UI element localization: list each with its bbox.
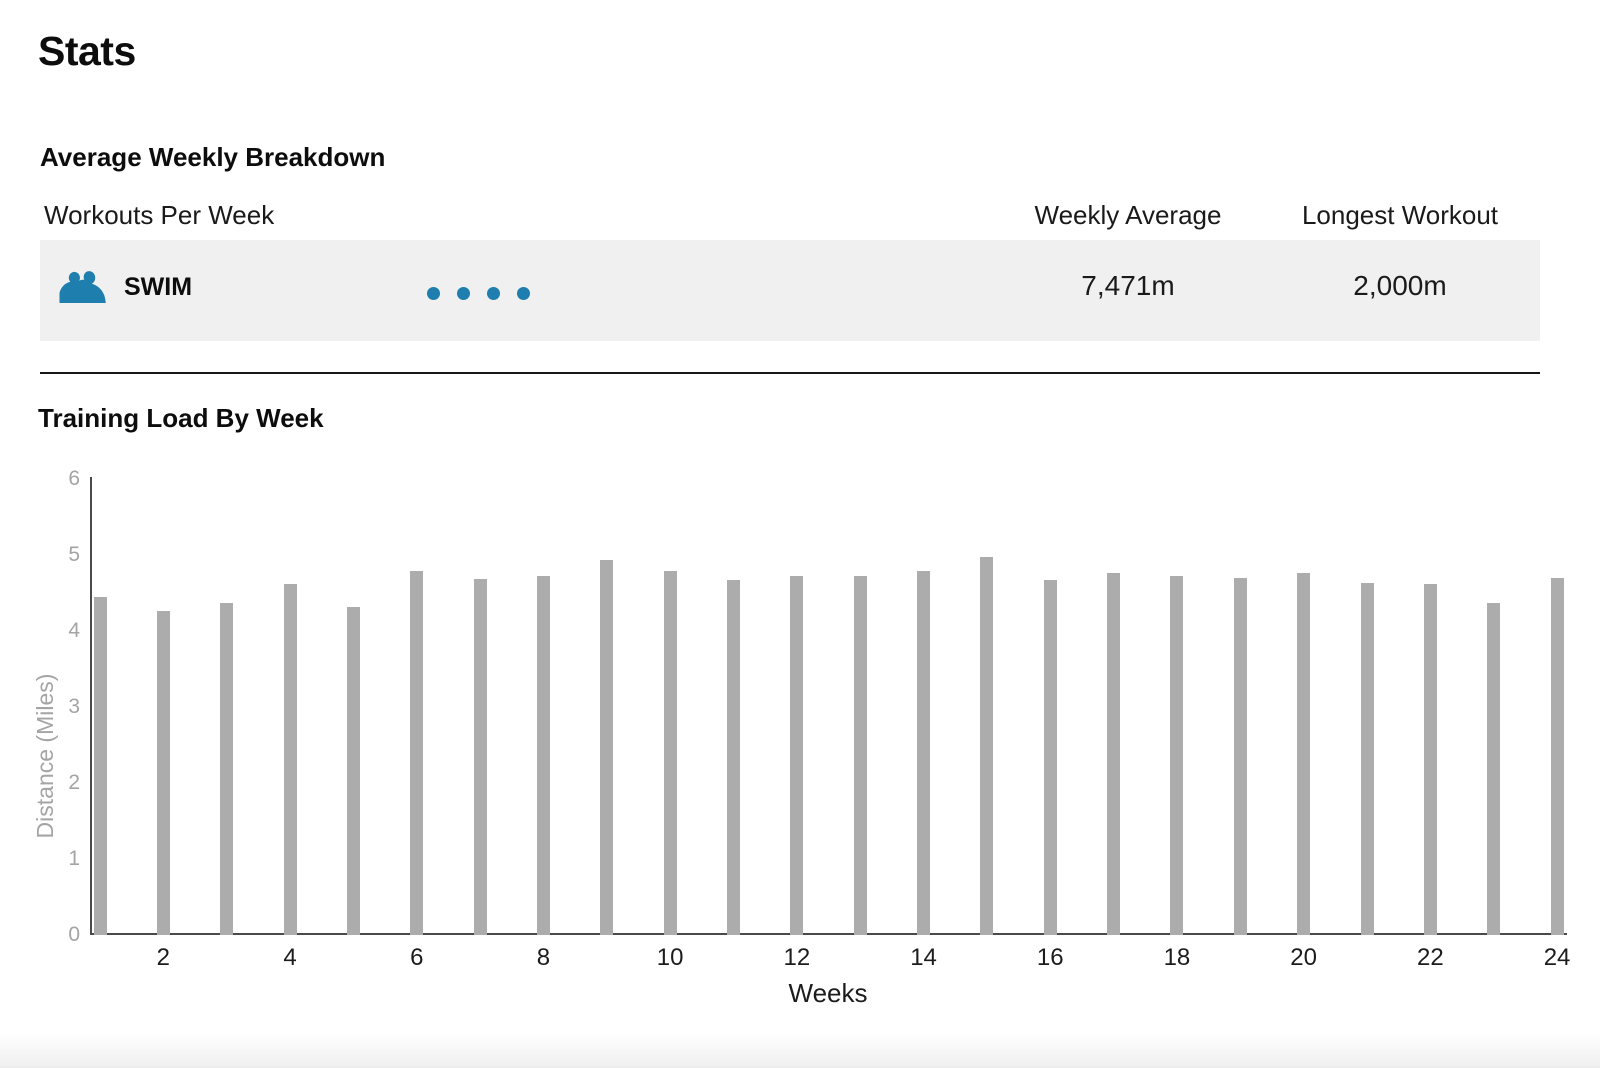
bar-week-8 xyxy=(536,575,550,935)
y-tick-0: 0 xyxy=(68,923,80,946)
bar-week-23 xyxy=(1487,602,1501,935)
x-tick-2: 2 xyxy=(156,944,171,971)
y-tick-3: 3 xyxy=(68,695,80,718)
bar-week-12 xyxy=(790,575,804,935)
bar-week-5 xyxy=(346,606,360,935)
bar-week-15 xyxy=(980,557,994,935)
bar-week-2 xyxy=(156,611,170,935)
workout-dot xyxy=(427,287,440,300)
bar-week-10 xyxy=(663,570,677,935)
x-tick-24: 24 xyxy=(1543,944,1571,971)
bar-week-18 xyxy=(1170,575,1184,935)
column-header-longest-workout: Longest Workout xyxy=(1301,200,1499,230)
column-header-weekly-average: Weekly Average xyxy=(1034,200,1222,230)
y-tick-2: 2 xyxy=(68,771,80,794)
x-tick-16: 16 xyxy=(1036,944,1064,971)
bar-week-14 xyxy=(917,570,931,935)
wave-icon xyxy=(59,271,106,303)
workout-dot xyxy=(487,287,500,300)
bar-week-21 xyxy=(1360,583,1374,935)
y-tick-5: 5 xyxy=(68,543,80,566)
x-axis-line xyxy=(90,933,1567,935)
x-tick-12: 12 xyxy=(783,944,811,971)
bar-week-20 xyxy=(1297,573,1311,935)
workout-dot xyxy=(517,287,530,300)
weekly-average-value: 7,471m xyxy=(1081,270,1175,301)
x-tick-14: 14 xyxy=(910,944,937,971)
bar-week-7 xyxy=(473,579,487,935)
bar-week-4 xyxy=(283,583,297,935)
bar-week-6 xyxy=(410,570,424,935)
x-tick-8: 8 xyxy=(536,944,551,971)
column-header-workouts-per-week: Workouts Per Week xyxy=(44,200,275,230)
x-tick-22: 22 xyxy=(1416,944,1444,971)
bar-week-24 xyxy=(1550,577,1564,935)
section-divider xyxy=(40,372,1540,374)
bar-week-22 xyxy=(1423,583,1437,935)
y-tick-1: 1 xyxy=(68,847,80,870)
breakdown-section-heading: Average Weekly Breakdown xyxy=(40,142,386,172)
bar-week-13 xyxy=(853,575,867,935)
page-title: Stats xyxy=(38,28,136,74)
bar-week-17 xyxy=(1107,573,1121,935)
bar-week-16 xyxy=(1043,580,1057,935)
workouts-per-week-dots xyxy=(427,287,530,300)
x-tick-4: 4 xyxy=(283,944,297,971)
y-axis-line xyxy=(90,477,92,935)
longest-workout-value: 2,000m xyxy=(1353,270,1447,301)
workout-dot xyxy=(457,287,470,300)
chart-section-heading: Training Load By Week xyxy=(38,403,324,433)
bar-week-3 xyxy=(220,602,234,935)
sport-label: SWIM xyxy=(124,273,193,301)
bar-week-1 xyxy=(93,596,107,935)
x-tick-6: 6 xyxy=(410,944,424,971)
x-tick-20: 20 xyxy=(1290,944,1317,971)
bar-week-19 xyxy=(1233,577,1247,935)
bar-week-9 xyxy=(600,560,614,935)
y-tick-6: 6 xyxy=(68,467,80,490)
bar-week-11 xyxy=(727,580,740,935)
x-tick-18: 18 xyxy=(1163,944,1191,971)
footer-strip xyxy=(0,1034,1600,1068)
y-tick-4: 4 xyxy=(68,619,80,642)
x-axis-label: Weeks xyxy=(788,978,868,1008)
table-row-swim: SWIM 7,471m 2,000m xyxy=(40,240,1540,341)
x-tick-10: 10 xyxy=(656,944,684,971)
